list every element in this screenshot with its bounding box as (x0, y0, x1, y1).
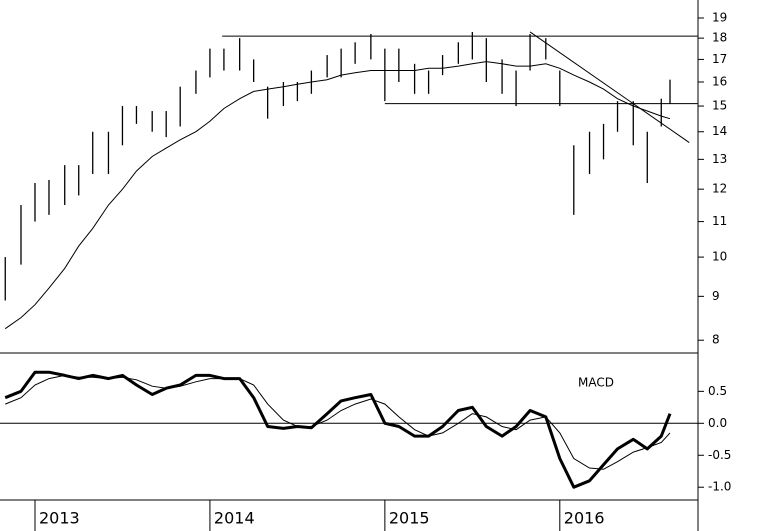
moving-average (4, 61, 671, 330)
y-tick-label: 19 (712, 10, 727, 24)
y-tick-label: 11 (712, 214, 727, 228)
y-tick-label: 17 (712, 52, 727, 66)
y-tick-label: 8 (712, 333, 720, 347)
y-tick-label: 16 (712, 75, 727, 89)
reference-line (529, 31, 690, 143)
x-tick-label: 2013 (39, 509, 80, 528)
y-tick-label: 12 (712, 182, 727, 196)
y-tick-label: 14 (712, 124, 727, 138)
x-tick-label: 2015 (389, 509, 430, 528)
macd-line (4, 370, 672, 489)
y-tick-label: 13 (712, 152, 727, 166)
y-tick-label: 9 (712, 289, 720, 303)
y-tick-label: 10 (712, 250, 727, 264)
x-tick-label: 2016 (564, 509, 605, 528)
y-tick-label: 18 (712, 31, 727, 45)
y-tick-label: -0.5 (708, 448, 731, 462)
y-tick-label: 0.0 (708, 416, 727, 430)
y-tick-label: -1.0 (708, 480, 731, 494)
macd-label: MACD (578, 376, 614, 390)
y-tick-label: 15 (712, 99, 727, 113)
y-tick-label: 0.5 (708, 384, 727, 398)
x-tick-label: 2014 (214, 509, 255, 528)
